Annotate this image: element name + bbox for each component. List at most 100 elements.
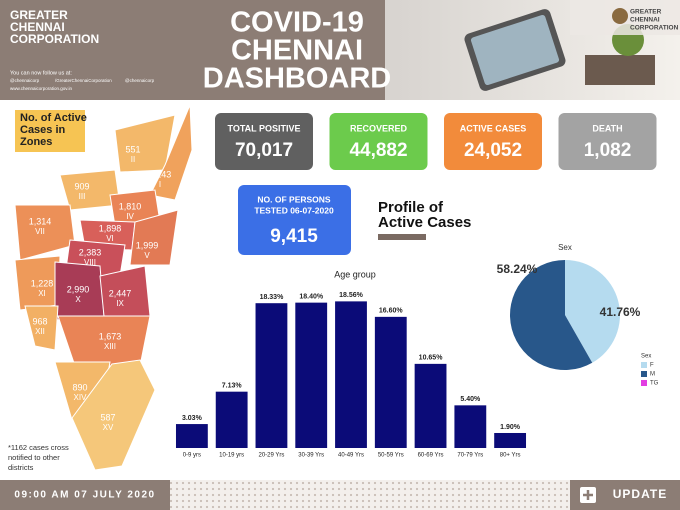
zone-name: II bbox=[131, 155, 135, 164]
dashboard-title: DASHBOARD bbox=[203, 63, 392, 95]
stat-value: 44,882 bbox=[349, 140, 407, 161]
zone-count: 909 bbox=[74, 181, 89, 191]
zone-name: V bbox=[144, 251, 150, 260]
tested-label: TESTED 06-07-2020 bbox=[254, 205, 334, 215]
zone-name: XII bbox=[35, 327, 45, 336]
zone-count: 2,990 bbox=[67, 284, 90, 294]
footer-pattern bbox=[170, 480, 570, 510]
zone-name: XIV bbox=[74, 393, 88, 402]
map-title: Cases in bbox=[20, 124, 66, 136]
zone-count: 2,383 bbox=[79, 247, 102, 257]
legend-swatch bbox=[641, 380, 647, 386]
social-handle: /GreaterChennaiCorporation bbox=[55, 78, 112, 83]
zone-count: 1,898 bbox=[99, 223, 122, 233]
plus-sign bbox=[583, 490, 593, 500]
chart-title: Sex bbox=[558, 243, 572, 252]
stat-card bbox=[329, 113, 428, 170]
zone-count: 890 bbox=[72, 382, 87, 392]
update-button[interactable]: UPDATE bbox=[613, 487, 667, 501]
map-title: Zones bbox=[20, 136, 52, 148]
tested-card bbox=[238, 185, 351, 255]
map-footnote: notified to other bbox=[8, 453, 60, 462]
zone-name: VIII bbox=[84, 258, 96, 267]
zone-count: 551 bbox=[125, 144, 140, 154]
map-footnote: *1162 cases cross bbox=[8, 443, 69, 452]
zone-name: IX bbox=[116, 299, 124, 308]
legend-label: F bbox=[650, 363, 654, 369]
bar-value-label: 18.40% bbox=[299, 293, 324, 300]
org-name: CHENNAI bbox=[10, 20, 65, 34]
pie-value-label: 41.76% bbox=[600, 305, 641, 319]
bar bbox=[295, 302, 328, 448]
x-tick-label: 50-59 Yrs bbox=[378, 453, 404, 459]
zone-name: I bbox=[159, 180, 161, 189]
bar-value-label: 5.40% bbox=[460, 396, 481, 403]
legend-title: Sex bbox=[641, 354, 651, 360]
chart-title: Age group bbox=[334, 269, 376, 279]
legend-swatch bbox=[641, 362, 647, 368]
zone-area bbox=[71, 359, 156, 471]
footer-time: 09:00 AM 07 JULY 2020 bbox=[14, 490, 155, 501]
pie-value-label: 58.24% bbox=[497, 262, 538, 276]
zone-name: XIII bbox=[104, 342, 116, 351]
bar-value-label: 18.33% bbox=[260, 294, 285, 301]
bar bbox=[175, 424, 208, 448]
bar-value-label: 10.65% bbox=[419, 355, 444, 362]
pie-slice bbox=[565, 260, 621, 363]
zone-count: 1,810 bbox=[119, 201, 142, 211]
stat-label: RECOVERED bbox=[350, 123, 408, 133]
map-footnote: districts bbox=[8, 463, 34, 472]
zone-count: 1,243 bbox=[149, 169, 172, 179]
pie-slice bbox=[510, 260, 593, 370]
dashboard-title: COVID-19 bbox=[230, 7, 364, 39]
social-handle: @chennaicorp bbox=[10, 78, 40, 83]
tested-value: 9,415 bbox=[270, 226, 318, 247]
x-tick-label: 10-19 yrs bbox=[219, 453, 244, 459]
x-tick-label: 60-69 Yrs bbox=[418, 453, 444, 459]
stat-value: 24,052 bbox=[464, 140, 522, 161]
bar-value-label: 3.03% bbox=[182, 415, 203, 422]
bar bbox=[215, 391, 248, 448]
tablet-screen bbox=[470, 14, 560, 86]
website: www.chennaicorporation.gov.in bbox=[10, 86, 72, 91]
zone-name: VI bbox=[106, 234, 114, 243]
profile-underline bbox=[378, 234, 426, 240]
stat-value: 70,017 bbox=[235, 140, 293, 161]
stat-card bbox=[444, 113, 542, 170]
x-tick-label: 20-29 Yrs bbox=[258, 453, 284, 459]
social-handle: @chennaicorp bbox=[125, 78, 155, 83]
bar bbox=[335, 301, 367, 448]
bar bbox=[374, 316, 407, 448]
footer-left bbox=[0, 480, 170, 510]
header-band bbox=[0, 0, 385, 100]
zone-count: 2,447 bbox=[109, 288, 132, 298]
stat-card bbox=[215, 113, 313, 170]
zone-count: 1,314 bbox=[29, 216, 52, 226]
bar bbox=[494, 432, 527, 448]
bar bbox=[255, 303, 288, 448]
zone-name: X bbox=[75, 295, 81, 304]
stat-label: ACTIVE CASES bbox=[460, 123, 527, 133]
zone-area bbox=[24, 305, 59, 351]
zone-count: 1,228 bbox=[31, 278, 54, 288]
zone-name: III bbox=[79, 192, 86, 201]
follow-text: You can now follow us at: bbox=[10, 70, 72, 76]
zone-count: 968 bbox=[32, 316, 47, 326]
zone-name: XV bbox=[103, 423, 114, 432]
bar bbox=[454, 405, 487, 448]
zone-area bbox=[129, 209, 179, 266]
stat-label: DEATH bbox=[592, 123, 622, 133]
bar-value-label: 1.90% bbox=[500, 424, 521, 431]
zone-count: 1,999 bbox=[136, 240, 159, 250]
x-tick-label: 80+ Yrs bbox=[500, 453, 521, 459]
profile-heading: Active Cases bbox=[378, 214, 471, 231]
org-name: GREATER bbox=[10, 8, 68, 22]
logo-text: CORPORATION bbox=[630, 25, 679, 32]
x-tick-label: 30-39 Yrs bbox=[298, 453, 324, 459]
stat-label: TOTAL POSITIVE bbox=[227, 123, 300, 133]
zone-name: XI bbox=[38, 289, 46, 298]
map-title: No. of Active bbox=[20, 112, 87, 124]
stat-card bbox=[558, 113, 657, 170]
tested-label: NO. OF PERSONS bbox=[257, 194, 331, 204]
bar-value-label: 7.13% bbox=[222, 383, 243, 390]
